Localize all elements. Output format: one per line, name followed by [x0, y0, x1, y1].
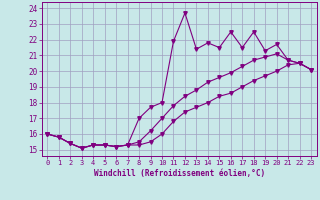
- X-axis label: Windchill (Refroidissement éolien,°C): Windchill (Refroidissement éolien,°C): [94, 169, 265, 178]
